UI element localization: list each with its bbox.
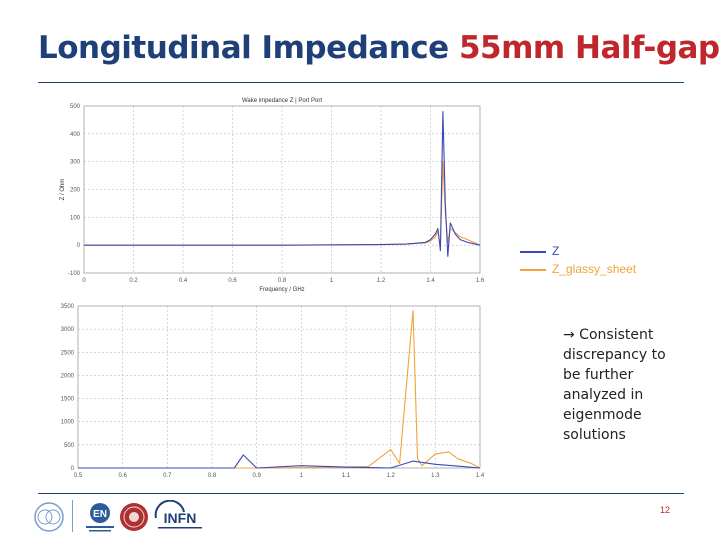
legend-item-z: Z [520, 244, 690, 258]
logo-separator [72, 500, 73, 532]
y-tick-label: 2500 [61, 350, 75, 356]
x-tick-label: 0.4 [179, 278, 188, 284]
infn-logo-text: INFN [164, 510, 197, 526]
series-line-z-glassy [78, 310, 481, 469]
page-number: 12 [660, 505, 671, 515]
x-tick-label: 1.4 [426, 278, 435, 284]
x-tick-label: 0.6 [228, 278, 237, 284]
x-tick-label: 1.3 [431, 473, 440, 478]
impedance-chart-top-svg: 0 0.2 0.4 0.6 0.8 1 1.2 1.4 1.6-1000100200300400… [60, 98, 485, 293]
x-tick-label: 0.7 [163, 473, 172, 478]
x-tick-label: 1 [330, 278, 334, 284]
chart-title: Wake impedance Z | Port Port [242, 98, 322, 104]
y-tick-label: 500 [64, 443, 75, 449]
x-tick-label: 1.2 [377, 278, 386, 284]
conclusion-text: Consistent discrepancy to be further ana… [563, 327, 666, 443]
legend-swatch-z-glassy [520, 269, 546, 271]
series-line-z [84, 111, 481, 257]
y-tick-label: 1500 [61, 397, 75, 403]
x-tick-label: 1.6 [476, 278, 485, 284]
footer-divider [38, 493, 684, 494]
cern-logo-icon [34, 502, 64, 532]
y-tick-label: 2000 [61, 373, 75, 379]
chart-legend: Z Z_glassy_sheet [520, 244, 690, 278]
legend-label-z: Z [552, 244, 560, 258]
x-tick-label: 1.4 [476, 473, 485, 478]
conclusion-note: → Consistent discrepancy to be further a… [563, 325, 683, 445]
x-tick-label: 0.2 [129, 278, 138, 284]
x-axis-label: Frequency / GHz [259, 287, 304, 293]
legend-item-z-glassy: Z_glassy_sheet [520, 262, 690, 276]
x-tick-label: 0.8 [278, 278, 287, 284]
y-axis-label: Z / Ohm [60, 179, 66, 201]
y-tick-label: 0 [71, 466, 75, 472]
arrow-icon: → [563, 327, 575, 343]
x-tick-label: 1.2 [386, 473, 395, 478]
y-tick-label: 0 [77, 243, 81, 249]
y-tick-label: 300 [70, 160, 81, 166]
y-tick-label: 3500 [61, 304, 75, 310]
x-tick-label: 1 [300, 473, 304, 478]
impedance-chart-top: 0 0.2 0.4 0.6 0.8 1 1.2 1.4 1.6 -100 0 100 200 300 400… [58, 92, 488, 297]
title-divider [38, 82, 684, 83]
y-tick-label: 400 [70, 132, 81, 138]
slide-title: Longitudinal Impedance 55mm Half-gap [38, 30, 720, 66]
legend-swatch-z [520, 251, 546, 253]
slide-title-highlight: 55mm Half-gap [458, 30, 720, 66]
y-tick-label: 200 [70, 188, 81, 194]
x-tick-label: 1.1 [342, 473, 351, 478]
x-tick-label: 0.5 [74, 473, 83, 478]
x-tick-label: 0.8 [208, 473, 217, 478]
x-tick-label: 0 [82, 278, 86, 284]
y-tick-label: -100 [68, 271, 81, 277]
y-tick-label: 1000 [61, 420, 75, 426]
series-line-z [78, 454, 481, 469]
x-tick-label: 0.9 [252, 473, 261, 478]
en-logo-icon: EN [86, 503, 114, 532]
y-tick-label: 100 [70, 215, 81, 221]
impedance-chart-bottom: 0.5 0.6 0.7 0.8 0.9 1 1.1 1.2 1.3 1.4 0 500 1000 1500… [58, 300, 488, 479]
slide-title-main: Longitudinal Impedance [38, 30, 459, 66]
impedance-chart-bottom-svg: 0.5 0.6 0.7 0.8 0.9 1 1.1 1.2 1.3 1.4 0 500 1000 1500… [61, 304, 485, 479]
infn-logo-icon: INFN [154, 500, 202, 529]
university-seal-icon [120, 503, 148, 531]
plot-frame-1 [77, 305, 481, 469]
x-tick-label: 0.6 [118, 473, 127, 478]
y-tick-label: 500 [70, 104, 81, 110]
en-logo-text: EN [93, 509, 107, 520]
y-tick-label: 3000 [61, 327, 75, 333]
legend-label-z-glassy: Z_glassy_sheet [552, 262, 637, 276]
